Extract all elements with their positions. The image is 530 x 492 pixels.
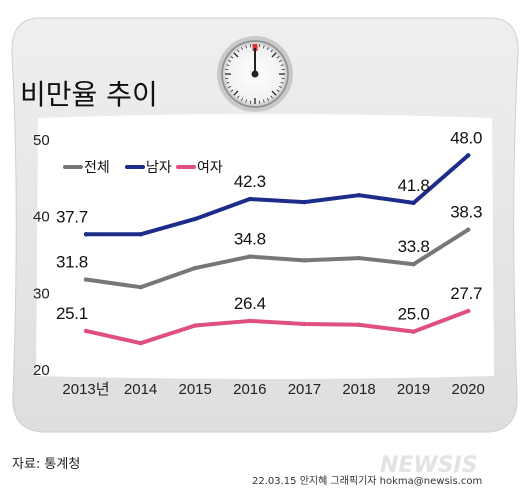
data-label: 48.0 (450, 128, 482, 147)
x-tick-label: 2015 (179, 381, 212, 398)
data-point (302, 258, 307, 263)
y-tick-label: 30 (33, 285, 50, 302)
data-point (83, 277, 89, 282)
dial-tick (241, 47, 244, 51)
data-point (247, 254, 252, 259)
dial-tick (270, 49, 273, 53)
data-point (411, 262, 416, 267)
dial-tick (228, 85, 232, 88)
dial-tick (266, 47, 269, 51)
data-point (356, 322, 362, 327)
data-point (138, 285, 143, 290)
data-label: 31.8 (56, 253, 88, 272)
scale-dial (217, 36, 293, 112)
data-point (138, 340, 143, 346)
legend: 전체 남자 여자 (63, 160, 223, 176)
dial-tick (245, 45, 248, 49)
source-note: 자료: 통계청 (12, 457, 80, 472)
x-tick-label: 2018 (342, 381, 375, 398)
dial-tick (270, 95, 273, 99)
legend-label: 남자 (146, 160, 172, 176)
data-label: 26.4 (234, 294, 266, 313)
dial-tick (233, 52, 239, 58)
data-label: 34.8 (234, 230, 266, 249)
dial-tick (280, 81, 284, 84)
scale-plate (36, 114, 494, 379)
dial-tick (228, 60, 232, 63)
legend-label: 전체 (84, 160, 110, 176)
data-labels: 31.8 34.8 33.8 38.3 37.7 42.3 41.8 48.0 25.1 26.4… (56, 128, 482, 323)
data-label: 27.7 (450, 284, 482, 303)
dial-tick (271, 90, 277, 96)
series-line (84, 153, 471, 237)
data-point (193, 323, 198, 328)
dial-tick (226, 64, 230, 67)
x-tick-label: 2019 (397, 381, 430, 398)
dial-tick (241, 97, 244, 101)
data-point (83, 328, 89, 334)
dial-tick (278, 85, 282, 88)
data-point (466, 227, 471, 232)
data-label: 33.8 (398, 237, 430, 256)
data-point (411, 200, 416, 206)
data-label: 25.0 (398, 305, 430, 324)
dial-tick (262, 45, 265, 49)
y-tick-label: 50 (33, 132, 50, 149)
x-tick-label: 2017 (288, 381, 321, 398)
data-point (302, 321, 307, 327)
data-point (302, 199, 307, 205)
data-label: 41.8 (398, 176, 430, 195)
y-tick-label: 40 (33, 209, 50, 226)
series-layer (83, 153, 471, 346)
dial-tick (271, 52, 277, 58)
dial-tick (262, 99, 265, 103)
data-label: 37.7 (56, 207, 88, 226)
x-axis: 2013년 2014 2015 2016 2017 2018 2019 2020 (62, 381, 484, 398)
y-axis: 20 30 40 50 (33, 132, 50, 379)
data-point (83, 232, 89, 237)
x-tick-label: 2016 (233, 381, 266, 398)
x-tick-label: 2013년 (62, 381, 109, 398)
credit-line: 22.03.15 안지혜 그래픽기자 hokma@newsis.com (252, 475, 482, 487)
data-point (138, 232, 143, 237)
dial-tick (226, 81, 230, 84)
watermark-logo: NEWSIS (380, 453, 478, 478)
data-point (356, 255, 362, 261)
chart-title: 비만율 추이 (20, 78, 158, 111)
dial-tick (233, 90, 239, 96)
x-tick-label: 2014 (124, 381, 157, 398)
data-point (247, 318, 252, 324)
dial-tick (230, 56, 234, 59)
data-label: 42.3 (234, 172, 266, 191)
dial-tick (276, 56, 280, 59)
data-label: 38.3 (450, 203, 482, 222)
data-point (193, 216, 198, 222)
y-tick-label: 20 (33, 362, 50, 379)
data-point (193, 265, 198, 271)
data-point (466, 308, 471, 314)
data-label: 25.1 (56, 304, 88, 323)
data-point (466, 153, 471, 158)
data-point (356, 193, 362, 198)
dial-tick (280, 64, 284, 67)
series-line (84, 227, 471, 290)
data-point (411, 329, 416, 334)
dial-tick (237, 49, 240, 53)
dial-tick (237, 95, 240, 99)
dial-tick (278, 60, 282, 63)
dial-tick (266, 97, 269, 101)
x-tick-label: 2020 (452, 381, 485, 398)
data-point (247, 196, 252, 202)
dial-tick (245, 99, 248, 103)
dial-tick (276, 89, 280, 92)
legend-label: 여자 (197, 160, 223, 176)
series-line (84, 308, 471, 346)
dial-tick (230, 89, 234, 92)
